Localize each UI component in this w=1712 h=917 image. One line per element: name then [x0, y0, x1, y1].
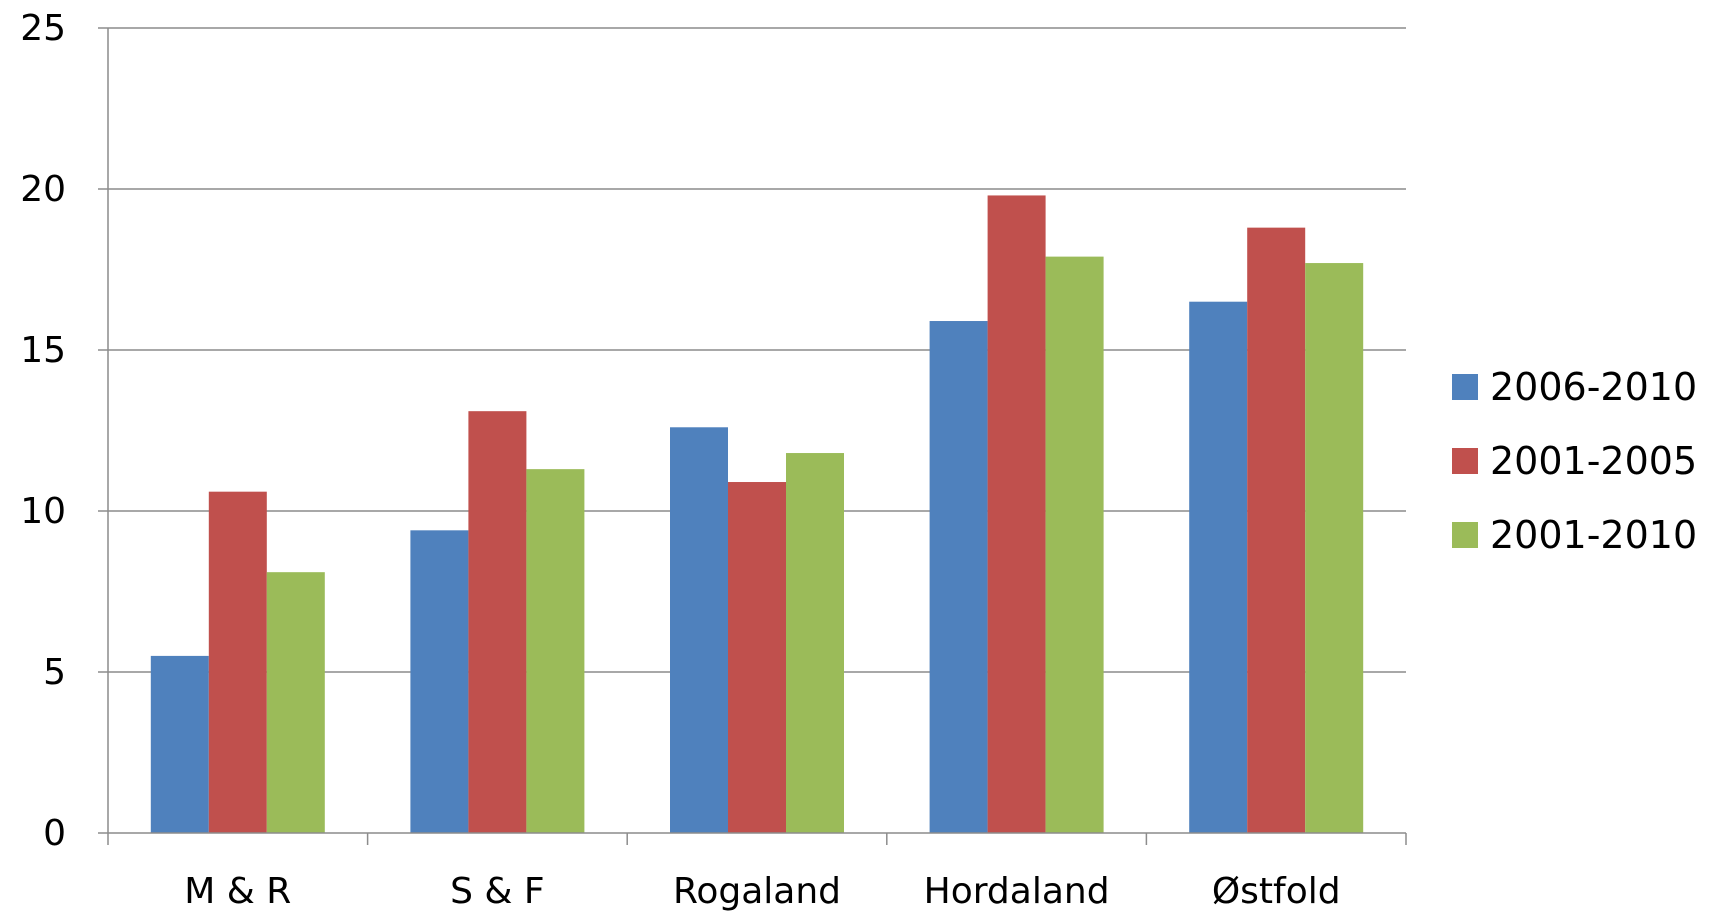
x-tick-label: S & F [450, 871, 545, 912]
x-tick-label: Hordaland [924, 871, 1110, 912]
bar-2001-2005-rogaland [728, 482, 786, 833]
bar-2001-2005-østfold [1247, 227, 1306, 833]
bar-2006-2010-m&r [150, 655, 209, 833]
x-tick-label: M & R [184, 871, 291, 912]
axes [98, 27, 1407, 845]
y-tick-label: 25 [20, 8, 66, 49]
legend-label: 2001-2010 [1490, 513, 1697, 557]
bar-2001-2005-m&r [208, 491, 267, 833]
bar-2006-2010-rogaland [670, 427, 728, 833]
y-tick-label: 10 [20, 491, 66, 532]
bars [150, 195, 1364, 833]
y-tick-label: 20 [20, 169, 66, 210]
bar-2001-2010-s&f [526, 469, 585, 833]
y-tick-label: 15 [20, 330, 66, 371]
bar-2006-2010-hordaland [929, 321, 988, 833]
y-tick-label: 0 [43, 813, 66, 854]
y-tick-label: 5 [43, 652, 66, 693]
legend: 2006-2010 2001-2005 2001-2010 [1452, 365, 1697, 557]
bar-2006-2010-østfold [1189, 301, 1248, 833]
bar-2001-2005-hordaland [987, 195, 1046, 833]
x-axis-tick-labels: M & R S & F Rogaland Hordaland Østfold [184, 871, 1340, 912]
bar-2001-2010-østfold [1305, 263, 1364, 833]
legend-swatch [1452, 448, 1478, 474]
legend-label: 2006-2010 [1490, 365, 1697, 409]
y-axis-tick-labels: 0 5 10 15 20 25 [20, 8, 66, 854]
x-tick-label: Østfold [1212, 871, 1341, 912]
x-tick-label: Rogaland [673, 871, 841, 912]
bar-2001-2010-rogaland [786, 453, 844, 833]
bar-2001-2005-s&f [468, 411, 527, 833]
legend-label: 2001-2005 [1490, 439, 1697, 483]
bar-2001-2010-hordaland [1045, 256, 1104, 833]
bar-2006-2010-s&f [410, 530, 469, 833]
legend-swatch [1452, 522, 1478, 548]
legend-swatch [1452, 374, 1478, 400]
bar-2001-2010-m&r [266, 572, 325, 833]
